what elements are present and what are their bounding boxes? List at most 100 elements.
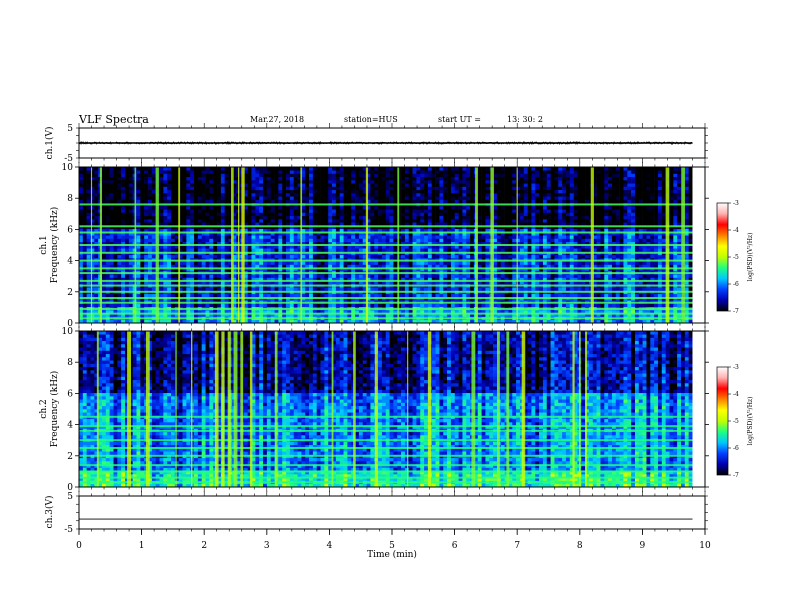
ch1-spectrogram-cell	[435, 235, 440, 239]
ch1-spectrogram-cell	[270, 193, 275, 197]
ch1-spectrogram-cell	[148, 319, 153, 324]
ch1-spectrogram-cell	[470, 232, 475, 236]
ch1-spectrogram-cell	[427, 310, 433, 314]
ch1-spectrogram-cell	[113, 215, 118, 220]
ch1-spectrogram-cell	[378, 267, 383, 272]
ch1-spectrogram-cell	[439, 215, 444, 220]
ch1-spectrogram-cell	[397, 313, 402, 317]
ch1-spectrogram-cell	[420, 193, 425, 197]
ch1-spectrogram-cell	[335, 287, 341, 291]
ch1-spectrogram-cell	[174, 167, 179, 171]
ch1-spectrogram-cell	[197, 212, 202, 217]
ch1-spectrogram-cell	[125, 189, 130, 194]
ch1-spectrogram-cell	[278, 238, 283, 243]
ch1-spectrogram-cell	[121, 215, 126, 220]
ch1-spectrogram-cell	[447, 287, 452, 291]
ch1-spectrogram-cell	[224, 189, 229, 194]
ch1-spectrogram-cell	[251, 170, 256, 174]
ch1-spectrogram-cell	[186, 176, 191, 181]
ch1-spectrogram-cell	[86, 189, 91, 194]
ch1-spectrogram-cell	[289, 277, 295, 282]
ch1-spectrogram-cell	[401, 167, 406, 171]
ch1-spectrogram-cell	[443, 248, 448, 252]
ch1-spectrogram-cell	[454, 183, 459, 187]
ch1-spectrogram-cell	[159, 293, 164, 298]
ch1-spectrogram-cell	[86, 183, 91, 187]
ch1-spectrogram-cell	[427, 241, 433, 246]
ch1-spectrogram-cell	[255, 245, 260, 249]
ch1-spectrogram-cell	[121, 241, 126, 246]
ch1-spectrogram-cell	[178, 293, 183, 298]
ch1-spectrogram-cell	[431, 228, 436, 233]
ch1-spectrogram-cell	[347, 196, 352, 200]
ch1-spectrogram-cell	[113, 183, 118, 187]
ch1-spectrogram-cell	[427, 189, 433, 194]
ch1-spectrogram-cell	[220, 248, 225, 252]
ch1-spectrogram-cell	[217, 241, 222, 246]
ch1-spectrogram-cell	[259, 274, 264, 278]
ch1-spectrogram-cell	[439, 287, 444, 291]
ch1-spectrogram-cell	[274, 215, 279, 220]
ch1-spectrogram-cell	[243, 232, 248, 236]
ch1-spectrogram-cell	[197, 313, 202, 317]
ch1-spectrogram-cell	[171, 173, 176, 178]
ch1-spectrogram-cell	[320, 189, 325, 194]
ch1-spectrogram-cell	[213, 209, 218, 213]
ch1-spectrogram-cell	[301, 228, 306, 233]
ch1-spectrogram-cell	[427, 180, 433, 184]
ch1-spectrogram-cell	[82, 167, 87, 171]
ch1-spectrogram-cell	[404, 167, 410, 171]
ch1-spectrogram-cell	[358, 303, 364, 308]
ch1-spectrogram-cell	[466, 238, 471, 243]
ch1-spectrogram-cell	[404, 193, 410, 197]
ch1-spectrogram-cell	[427, 167, 433, 171]
ch1-spectrogram-cell	[274, 235, 279, 239]
ch1-spectrogram-cell	[420, 196, 425, 200]
ch1-spectrogram-cell	[358, 176, 364, 181]
ch1-spectrogram-cell	[144, 196, 149, 200]
ch1-spectrogram-cell	[182, 215, 187, 220]
ch1-spectrogram-cell	[167, 235, 172, 239]
ch1-spectrogram-cell	[205, 232, 210, 236]
ch1-spectrogram-cell	[140, 173, 145, 178]
ch1-spectrogram-cell	[362, 206, 367, 210]
ch1-spectrogram-cell	[228, 245, 233, 249]
ch1-spectrogram-cell	[320, 173, 325, 178]
ch1-spectrogram-cell	[316, 222, 321, 226]
ch1-spectrogram-cell	[374, 199, 379, 204]
ch1-spectrogram-cell	[266, 235, 272, 239]
ch1-spectrogram-cell	[167, 248, 172, 252]
ch1-spectrogram-cell	[443, 245, 448, 249]
ch1-spectrogram-cell	[205, 310, 210, 314]
ch1-spectrogram-cell	[220, 167, 225, 171]
ch1-spectrogram-cell	[435, 313, 440, 317]
ch1-spectrogram-cell	[163, 232, 168, 236]
ch1-spectrogram-cell	[255, 254, 260, 259]
ch1-spectrogram-cell	[228, 212, 233, 217]
ch1-spectrogram-cell	[297, 274, 302, 278]
ch1-spectrogram-cell	[79, 222, 84, 226]
ch1-spectrogram-cell	[136, 293, 141, 298]
ch1-spectrogram-cell	[174, 310, 179, 314]
ch1-spectrogram-cell	[301, 173, 306, 178]
ch1-spectrogram-cell	[228, 189, 233, 194]
ch1-spectrogram-cell	[140, 232, 145, 236]
ch1-spectrogram-cell	[282, 241, 287, 246]
ch1-spectrogram-cell	[328, 287, 333, 291]
ch1-spectrogram-cell	[447, 186, 452, 191]
ch1-spectrogram-cell	[205, 241, 210, 246]
ch1-spectrogram-cell	[404, 209, 410, 213]
ch1-spectrogram-cell	[82, 170, 87, 174]
ch1-spectrogram-cell	[197, 261, 202, 265]
ch1-spectrogram-cell	[94, 261, 99, 265]
ch1-spectrogram-cell	[462, 199, 467, 204]
ch1-spectrogram-cell	[270, 196, 275, 200]
ch1-spectrogram-cell	[401, 209, 406, 213]
ch1-spectrogram-cell	[105, 170, 110, 174]
ch1-spectrogram-cell	[381, 209, 387, 213]
ch1-spectrogram-cell	[90, 274, 95, 278]
ch1-spectrogram-cell	[381, 313, 387, 317]
ch1-spectrogram-cell	[140, 206, 145, 210]
ch1-spectrogram-cell	[351, 313, 356, 317]
ch1-spectrogram-cell	[163, 183, 168, 187]
